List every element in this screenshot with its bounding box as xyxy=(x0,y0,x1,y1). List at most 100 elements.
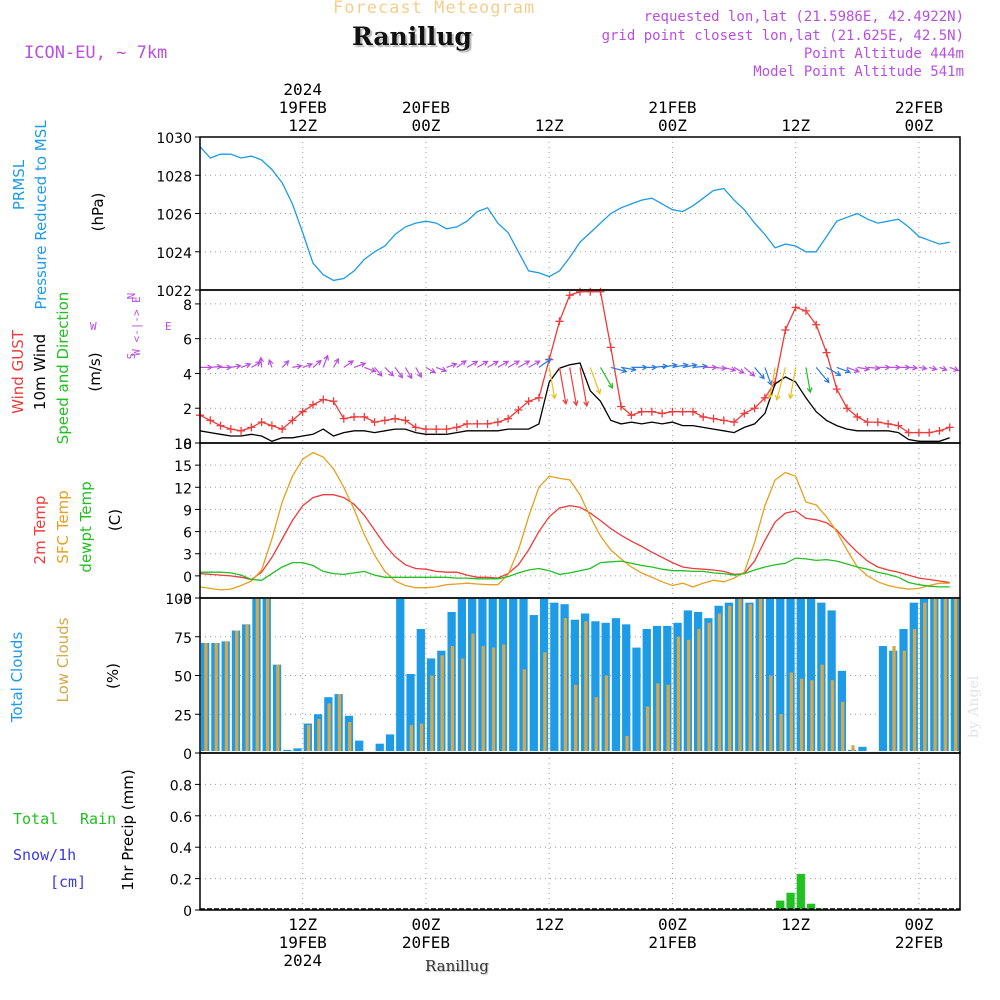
gust-marker xyxy=(473,419,482,428)
cloud-low-bar xyxy=(255,598,259,751)
wind-direction-arrow xyxy=(538,358,553,368)
bottom-time-label: 12Z xyxy=(288,915,317,934)
wind-direction-arrow xyxy=(322,354,329,368)
wind-direction-arrow xyxy=(929,365,938,372)
cloud-total-bar xyxy=(622,624,631,751)
bottom-time-label: 19FEB xyxy=(279,933,327,952)
gust-marker xyxy=(914,428,923,437)
gust-marker xyxy=(329,397,338,406)
cloud-low-bar xyxy=(214,642,218,751)
gust-marker xyxy=(278,425,287,434)
gust-marker xyxy=(555,317,564,326)
cloud-total-bar xyxy=(416,629,425,751)
wind-direction-arrow xyxy=(908,364,919,371)
wind-direction-arrow xyxy=(374,367,383,377)
dewpt-label: dewpt Temp xyxy=(77,481,95,572)
footer-location: Ranillug xyxy=(425,957,489,975)
wind-direction-arrow xyxy=(384,366,395,377)
gust-marker xyxy=(822,348,831,357)
series-line xyxy=(199,291,950,434)
panel-temperature: -3 0 3 6 9 12 15 18 xyxy=(174,437,961,608)
wind-direction-arrow xyxy=(857,365,871,372)
cloud-total-bar xyxy=(375,743,384,751)
cloud-total-bar xyxy=(550,602,559,751)
gust-marker xyxy=(699,412,708,421)
top-time-label: 2024 xyxy=(283,80,322,99)
y-tick-label: 1030 xyxy=(156,131,192,147)
gust-marker xyxy=(463,419,472,428)
gust-marker xyxy=(678,407,687,416)
precip-axis-label: 1hr Precip (mm) xyxy=(119,769,137,890)
cloud-low-bar xyxy=(409,725,413,751)
cloud-low-bar xyxy=(594,697,598,751)
wind-direction-arrow xyxy=(258,356,265,368)
cloud-low-bar xyxy=(471,633,475,751)
cloud-low-bar xyxy=(810,680,814,751)
gust-marker xyxy=(884,419,893,428)
gust-marker xyxy=(801,306,810,315)
cloud-total-bar xyxy=(529,615,538,751)
wind-direction-arrow xyxy=(267,358,274,368)
y-tick-label: 0.8 xyxy=(170,778,192,794)
gust-marker xyxy=(237,426,246,435)
cloud-total-bar xyxy=(642,629,651,751)
meteogram-title: Forecast Meteogram xyxy=(333,0,536,18)
wind-direction-arrow xyxy=(599,367,614,390)
cloud-low-bar xyxy=(502,644,506,751)
wind-direction-arrow xyxy=(220,364,233,371)
top-time-label: 12Z xyxy=(781,116,810,135)
y-tick-label: 100 xyxy=(165,592,192,608)
wind-unit: (m/s) xyxy=(86,352,104,391)
gust-marker xyxy=(637,407,646,416)
cloud-total-bar xyxy=(293,748,302,751)
panel-pressure: 1022 1024 1026 1028 1030 xyxy=(156,131,961,300)
cloud-low-bar xyxy=(317,718,321,751)
cloud-low-bar xyxy=(779,714,783,751)
gust-marker xyxy=(904,428,913,437)
cloud-total-bar xyxy=(385,734,395,751)
gust-marker xyxy=(760,393,769,402)
y-tick-label: -3 xyxy=(178,592,192,608)
low-clouds-label: Low Clouds xyxy=(54,617,72,702)
top-time-label: 12Z xyxy=(288,116,317,135)
cloud-low-bar xyxy=(348,722,352,751)
wind-direction-arrow xyxy=(518,360,531,368)
cloud-low-bar xyxy=(728,605,732,751)
precip-bar xyxy=(806,903,816,910)
precip-bar xyxy=(786,892,795,910)
snow-unit: [cm] xyxy=(50,873,86,891)
cloud-total-bar xyxy=(509,598,518,751)
wind-direction-arrow xyxy=(466,360,479,368)
bottom-time-label: 00Z xyxy=(658,915,687,934)
y-tick-label: 25 xyxy=(174,708,192,724)
wind-direction-label: Speed and Direction xyxy=(54,292,72,445)
gust-marker xyxy=(267,421,276,430)
gust-marker xyxy=(514,405,523,414)
bottom-time-label: 21FEB xyxy=(648,933,696,952)
bottom-time-label: 12Z xyxy=(535,915,564,934)
series-line xyxy=(199,494,950,584)
cloud-low-bar xyxy=(337,694,342,751)
wind-direction-arrow xyxy=(558,367,569,406)
gust-marker xyxy=(298,407,307,416)
wind-direction-arrow xyxy=(788,367,797,400)
gust-marker xyxy=(226,425,235,434)
gust-marker xyxy=(288,416,297,425)
cloud-low-bar xyxy=(430,675,434,751)
panel-precip: 0 0.2 0.4 0.6 0.8 xyxy=(170,752,961,920)
cloud-low-bar xyxy=(686,639,691,751)
y-tick-label: 9 xyxy=(183,503,192,519)
temp-unit: (C) xyxy=(106,509,124,531)
gust-marker xyxy=(791,303,800,312)
compass-w: W xyxy=(90,320,97,333)
pressure-label-short: PRMSL xyxy=(10,159,28,210)
y-tick-label: 50 xyxy=(174,670,192,686)
cloud-low-bar xyxy=(491,647,496,751)
gust-marker xyxy=(709,414,718,423)
wind-direction-arrow xyxy=(476,360,489,368)
precip-bar xyxy=(776,900,785,910)
temp2m-label: 2m Temp xyxy=(31,496,49,565)
cloud-total-bar xyxy=(806,598,816,751)
gust-marker xyxy=(421,425,430,434)
